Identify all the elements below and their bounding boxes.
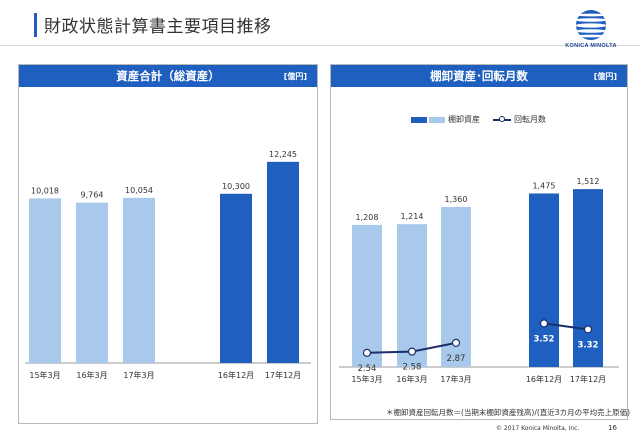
header-divider [0, 45, 640, 46]
company-logo: KONICA MINOLTA [556, 6, 626, 60]
panel-unit: [億円] [283, 72, 307, 81]
title-accent-bar [34, 13, 37, 37]
legend-label-inventory: 棚卸資産 [448, 115, 480, 124]
x-tick-label: 16年12月 [526, 374, 562, 384]
x-tick-label: 15年3月 [351, 374, 382, 384]
x-tick-label: 17年3月 [123, 370, 154, 380]
turnover-point-4 [583, 325, 593, 334]
bar-3 [220, 193, 252, 363]
x-tick-label: 16年12月 [218, 370, 254, 380]
bar-value-label: 10,300 [222, 182, 250, 191]
page-title: 財政状態計算書主要項目推移 [44, 17, 272, 37]
panel-header: 資産合計（総資産） [億円] [19, 65, 317, 87]
bar-3 [529, 193, 559, 367]
turnover-value-label: 2.54 [358, 364, 377, 374]
bar-value-label: 12,245 [269, 150, 297, 159]
logo-text: KONICA MINOLTA [565, 43, 617, 49]
turnover-point-2 [451, 338, 461, 347]
turnover-value-label: 3.32 [578, 340, 599, 350]
turnover-value-label: 2.87 [447, 354, 466, 364]
x-tick-label: 16年3月 [76, 370, 107, 380]
turnover-point-3 [539, 319, 549, 328]
logo-globe-icon [576, 10, 606, 40]
page-number: 16 [608, 424, 617, 432]
turnover-point-0 [362, 348, 372, 357]
bar-value-label: 1,475 [533, 181, 556, 190]
total-assets-chart: 10,018 15年3月 9,764 16年3月 10,054 17年3月 10,300 16… [25, 150, 311, 380]
bar-value-label: 10,018 [31, 186, 59, 195]
turnover-point-1 [407, 347, 417, 356]
turnover-value-label: 2.58 [403, 363, 422, 373]
panel-header: 棚卸資産･回転月数 [億円] [331, 65, 627, 87]
bar-1 [397, 224, 427, 367]
x-tick-label: 15年3月 [29, 370, 60, 380]
turnover-value-label: 3.52 [534, 334, 555, 344]
bar-value-label: 1,214 [401, 212, 424, 221]
bar-4 [267, 161, 299, 363]
x-tick-label: 17年12月 [570, 374, 606, 384]
legend-label-turnover: 回転月数 [514, 115, 546, 124]
bar-2 [123, 197, 155, 363]
legend-marker-icon [499, 116, 505, 122]
panel-title: 棚卸資産･回転月数 [430, 69, 528, 83]
panel-unit: [億円] [593, 72, 617, 81]
x-tick-label: 17年3月 [440, 374, 471, 384]
panel-title: 資産合計（総資産） [116, 69, 220, 83]
bar-0 [352, 224, 382, 367]
bar-value-label: 1,512 [577, 177, 600, 186]
x-tick-label: 16年3月 [396, 374, 427, 384]
legend-swatch-dark [411, 117, 427, 123]
bar-value-label: 9,764 [81, 191, 104, 200]
footnote: ＊棚卸資産回転月数＝(当期末棚卸資産残高)/(直近3カ月の平均売上原価) [386, 408, 631, 417]
inventory-chart: 1,208 15年3月 1,214 16年3月 1,360 17年3月 1,475 16年12… [339, 177, 619, 384]
bar-0 [29, 198, 61, 363]
bar-value-label: 1,208 [356, 213, 379, 222]
bar-4 [573, 189, 603, 367]
bar-value-label: 1,360 [445, 195, 468, 204]
bar-value-label: 10,054 [125, 186, 153, 195]
bar-1 [76, 202, 108, 363]
copyright: © 2017 Konica Minolta, Inc. [496, 425, 580, 432]
x-tick-label: 17年12月 [265, 370, 301, 380]
turnover-line-1 [543, 322, 589, 331]
legend-swatch-light [429, 117, 445, 123]
